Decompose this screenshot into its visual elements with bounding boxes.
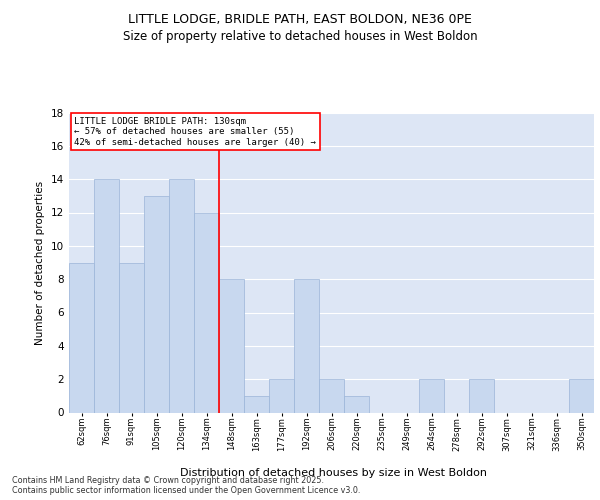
Text: LITTLE LODGE BRIDLE PATH: 130sqm
← 57% of detached houses are smaller (55)
42% o: LITTLE LODGE BRIDLE PATH: 130sqm ← 57% o… [74, 117, 316, 147]
Bar [469, 379, 494, 412]
Bar [294, 279, 319, 412]
Text: Size of property relative to detached houses in West Boldon: Size of property relative to detached ho… [122, 30, 478, 43]
Text: Distribution of detached houses by size in West Boldon: Distribution of detached houses by size … [179, 468, 487, 477]
Text: Contains HM Land Registry data © Crown copyright and database right 2025.
Contai: Contains HM Land Registry data © Crown c… [12, 476, 361, 495]
Bar [569, 379, 594, 412]
Bar [144, 196, 169, 412]
Bar [219, 279, 244, 412]
Bar [194, 212, 219, 412]
Bar [69, 262, 94, 412]
Bar [344, 396, 369, 412]
Text: LITTLE LODGE, BRIDLE PATH, EAST BOLDON, NE36 0PE: LITTLE LODGE, BRIDLE PATH, EAST BOLDON, … [128, 12, 472, 26]
Y-axis label: Number of detached properties: Number of detached properties [35, 180, 46, 344]
Bar [169, 179, 194, 412]
Bar [244, 396, 269, 412]
Bar [319, 379, 344, 412]
Bar [119, 262, 144, 412]
Bar [94, 179, 119, 412]
Bar [269, 379, 294, 412]
Bar [419, 379, 444, 412]
